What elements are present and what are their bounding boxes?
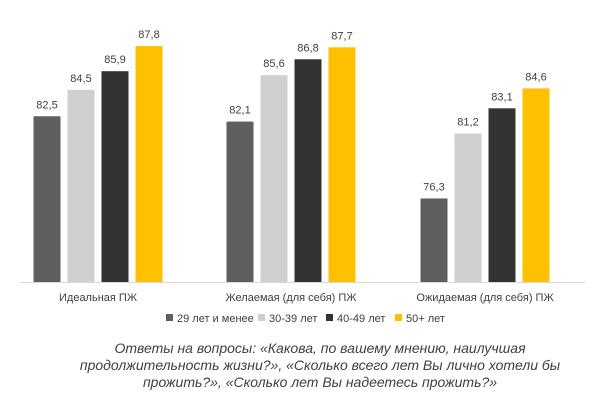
bar bbox=[294, 59, 322, 283]
bar bbox=[328, 47, 356, 283]
bar bbox=[101, 71, 129, 282]
x-tick-label: Желаемая (для себя) ПЖ bbox=[226, 292, 357, 304]
legend-item: 29 лет и менее bbox=[166, 313, 254, 325]
bar bbox=[135, 46, 163, 282]
legend-label: 29 лет и менее bbox=[177, 313, 254, 325]
bar bbox=[454, 133, 482, 282]
data-label: 87,7 bbox=[331, 30, 352, 42]
legend-label: 50+ лет bbox=[406, 313, 445, 325]
bar bbox=[420, 198, 448, 282]
data-label: 82,1 bbox=[229, 105, 250, 117]
data-label: 81,2 bbox=[457, 117, 478, 129]
data-label: 85,6 bbox=[263, 58, 284, 70]
bar bbox=[67, 89, 95, 282]
legend-label: 30-39 лет bbox=[269, 313, 317, 325]
legend-item: 40-49 лет bbox=[326, 313, 385, 325]
bar bbox=[226, 121, 254, 283]
legend-item: 50+ лет bbox=[395, 313, 445, 325]
chart-caption: Ответы на вопросы: «Какова, по вашему мн… bbox=[79, 340, 561, 390]
data-label: 87,8 bbox=[138, 29, 159, 41]
legend-swatch bbox=[258, 314, 265, 321]
legend-swatch bbox=[326, 314, 333, 321]
data-label: 83,1 bbox=[491, 91, 512, 103]
bar bbox=[33, 116, 61, 283]
legend-item: 30-39 лет bbox=[258, 313, 317, 325]
bar bbox=[260, 75, 288, 282]
bar bbox=[522, 88, 550, 282]
data-label: 76,3 bbox=[423, 181, 444, 193]
data-label: 86,8 bbox=[297, 42, 318, 54]
data-label: 84,6 bbox=[525, 71, 546, 83]
bar bbox=[488, 108, 516, 282]
bar-chart: 82,5 82,1 76,3 84,5 85,6 81,2 85,9 86,8 83,1 87,8… bbox=[20, 29, 585, 325]
x-tick-label: Идеальная ПЖ bbox=[59, 292, 137, 304]
legend-swatch bbox=[395, 314, 402, 321]
legend-swatch bbox=[166, 314, 173, 321]
data-label: 85,9 bbox=[104, 54, 125, 66]
legend-label: 40-49 лет bbox=[337, 313, 385, 325]
data-label: 82,5 bbox=[36, 99, 57, 111]
x-tick-label: Ожидаемая (для себя) ПЖ bbox=[416, 292, 553, 304]
data-label: 84,5 bbox=[70, 73, 91, 85]
